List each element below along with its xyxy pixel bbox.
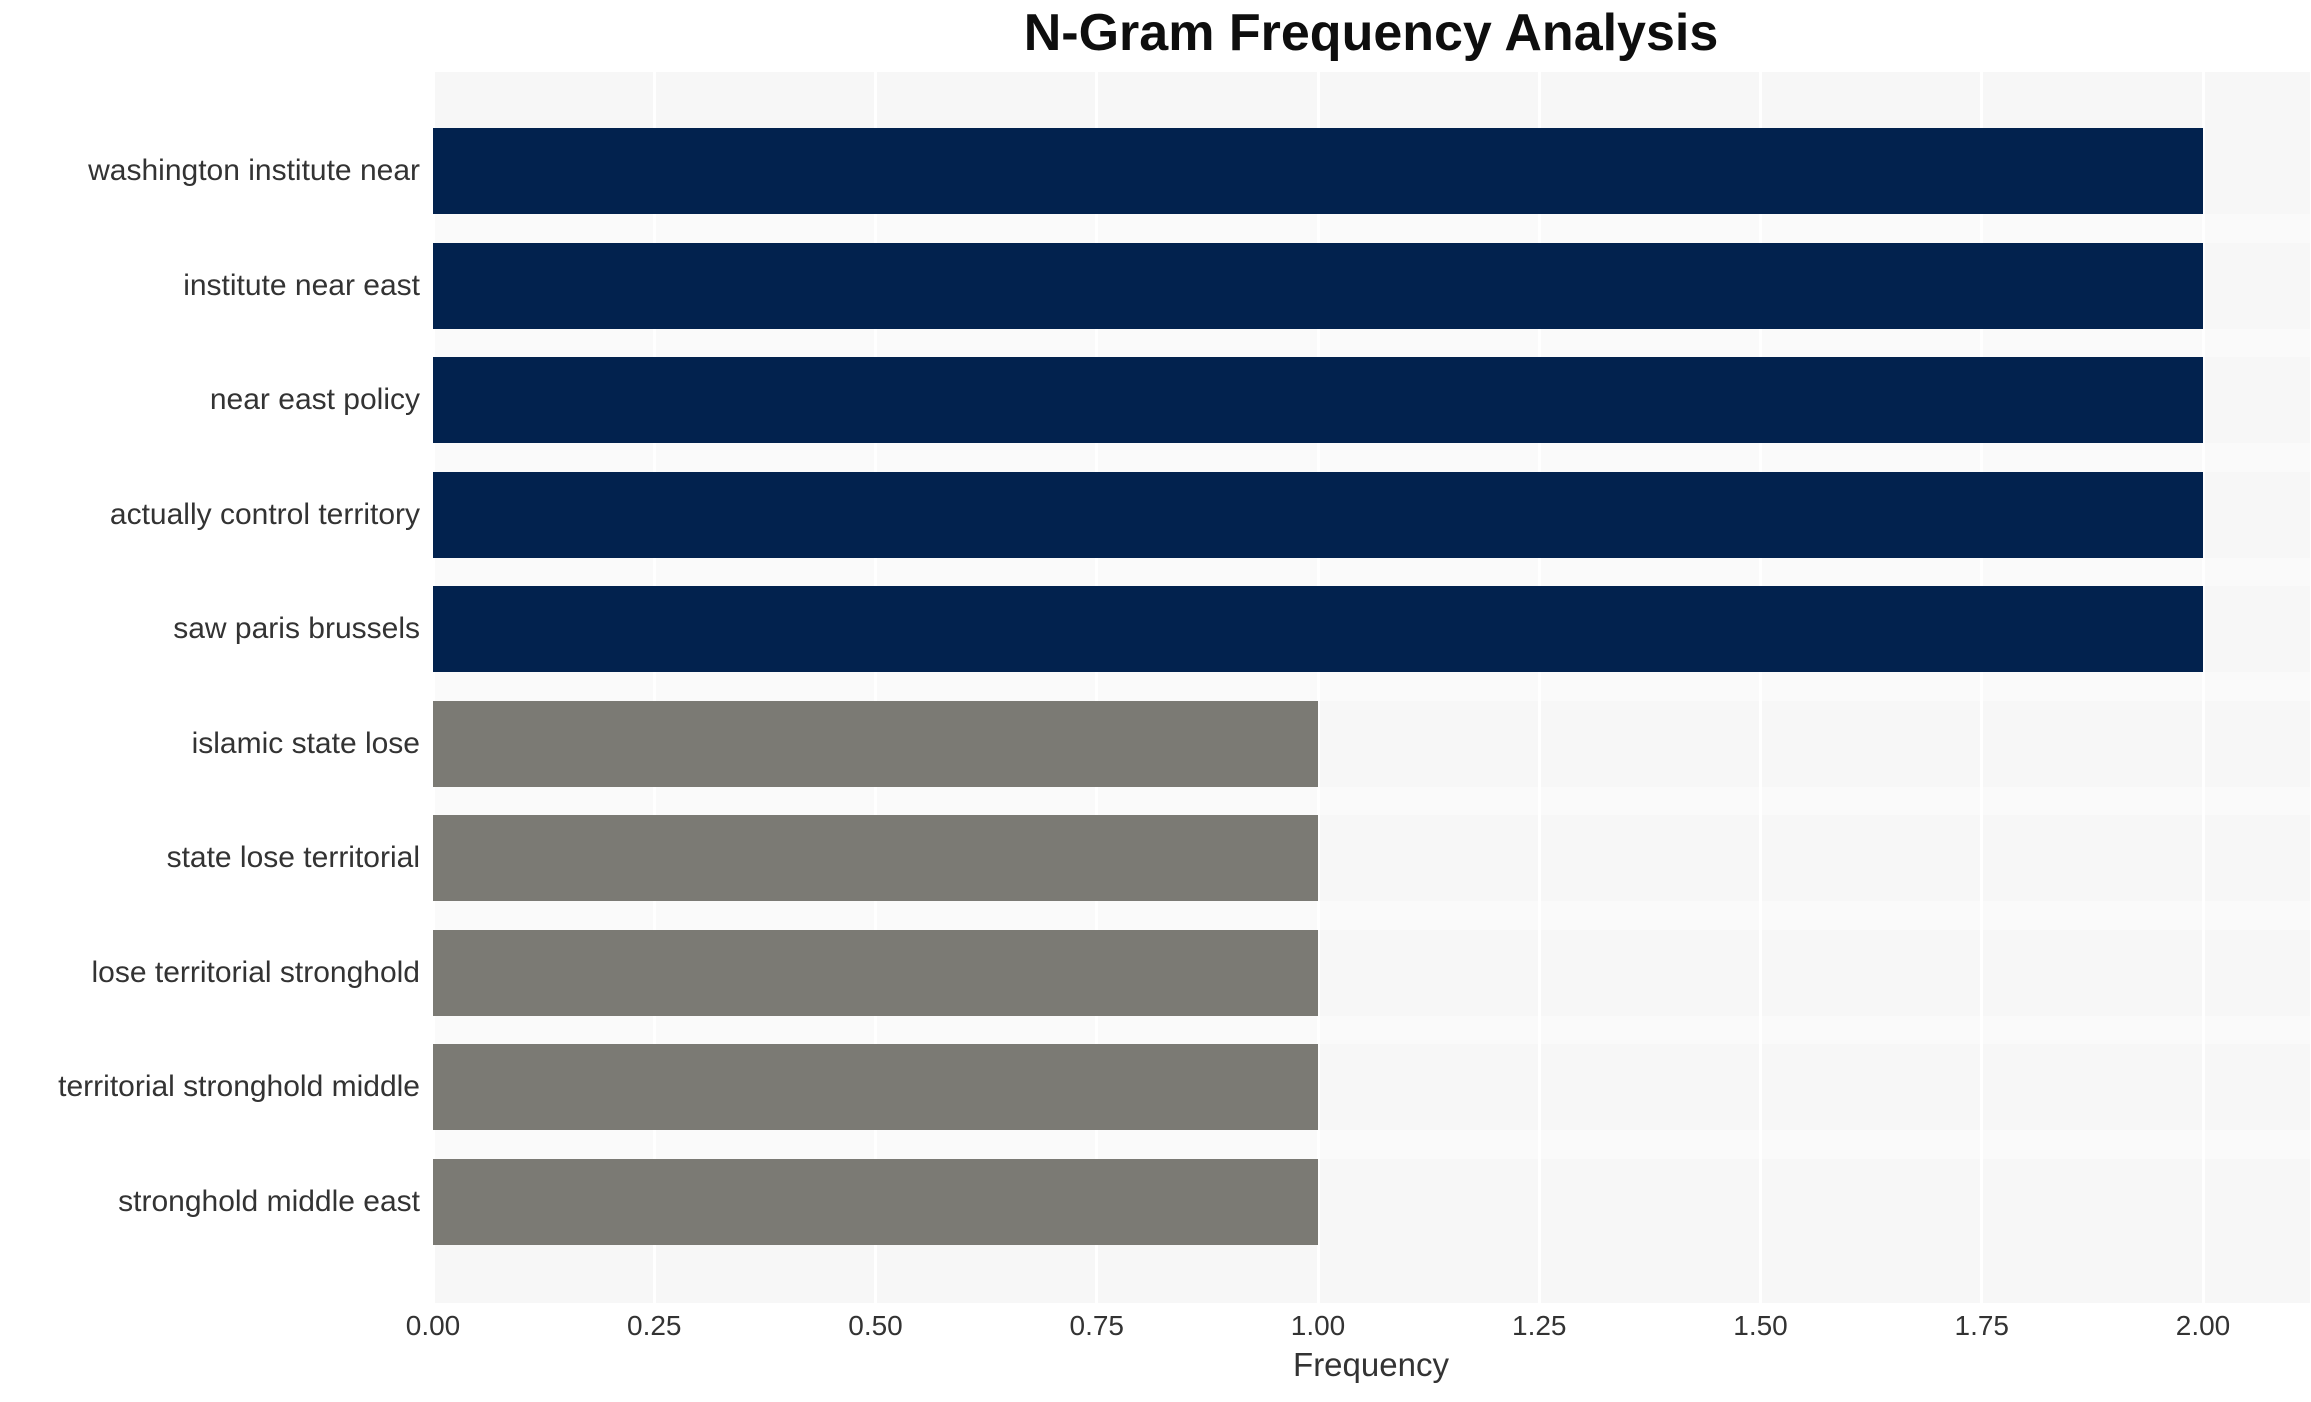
x-gridline xyxy=(1095,72,1099,1303)
x-tick-label: 0.00 xyxy=(405,1310,461,1341)
category-label: washington institute near xyxy=(88,154,420,187)
bar-stronghold-middle-east xyxy=(433,1158,1318,1245)
row-gap-stripe xyxy=(433,1015,2310,1044)
bar-islamic-state-lose xyxy=(433,700,1318,787)
row-gap-stripe xyxy=(433,672,2310,701)
bar-territorial-stronghold-middle xyxy=(433,1044,1318,1130)
x-axis-label: Frequency xyxy=(1293,1346,1449,1383)
row-gap-stripe xyxy=(433,786,2310,815)
x-tick-label: 1.00 xyxy=(1290,1310,1346,1341)
row-gap-stripe xyxy=(433,443,2310,472)
row-gap-stripe xyxy=(433,328,2310,357)
bar-near-east-policy xyxy=(433,357,2203,443)
category-label: near east policy xyxy=(209,383,420,416)
bar-institute-near-east xyxy=(433,242,2203,329)
x-tick-label: 1.50 xyxy=(1733,1310,1788,1341)
category-label: stronghold middle east xyxy=(118,1184,420,1218)
x-tick-label: 0.50 xyxy=(848,1310,903,1341)
x-gridline xyxy=(1759,72,1762,1303)
category-label: islamic state lose xyxy=(191,726,420,760)
x-gridline xyxy=(1316,72,1320,1303)
x-tick-label: 1.75 xyxy=(1954,1310,2010,1341)
bar-actually-control-territory xyxy=(433,471,2203,558)
x-tick-label: 2.00 xyxy=(2175,1310,2231,1341)
row-gap-stripe xyxy=(433,1130,2310,1159)
x-tick-label: 0.75 xyxy=(1069,1310,1125,1341)
bar-saw-paris-brussels xyxy=(433,586,2203,672)
bar-lose-territorial-stronghold xyxy=(433,929,1318,1016)
x-tick-label: 1.25 xyxy=(1512,1310,1567,1341)
category-label: saw paris brussels xyxy=(173,612,420,645)
chart-title: N-Gram Frequency Analysis xyxy=(1023,4,1719,62)
x-gridline xyxy=(2201,72,2205,1303)
x-gridline xyxy=(652,72,656,1303)
x-gridline xyxy=(1537,72,1541,1303)
row-gap-stripe xyxy=(433,214,2310,243)
category-label: state lose territorial xyxy=(166,841,420,874)
category-label: actually control territory xyxy=(109,497,420,531)
bar-state-lose-territorial xyxy=(433,815,1318,901)
row-gap-stripe xyxy=(433,901,2310,930)
x-gridline xyxy=(1980,72,1984,1303)
x-gridline xyxy=(431,72,435,1303)
category-label: territorial stronghold middle xyxy=(58,1070,420,1103)
category-label: institute near east xyxy=(183,268,420,302)
bar-washington-institute-near xyxy=(433,128,2203,214)
category-label: lose territorial stronghold xyxy=(91,955,421,989)
x-gridline xyxy=(874,72,877,1303)
row-gap-stripe xyxy=(433,557,2310,586)
x-tick-label: 0.25 xyxy=(627,1310,682,1341)
plot-area xyxy=(431,72,2310,1303)
